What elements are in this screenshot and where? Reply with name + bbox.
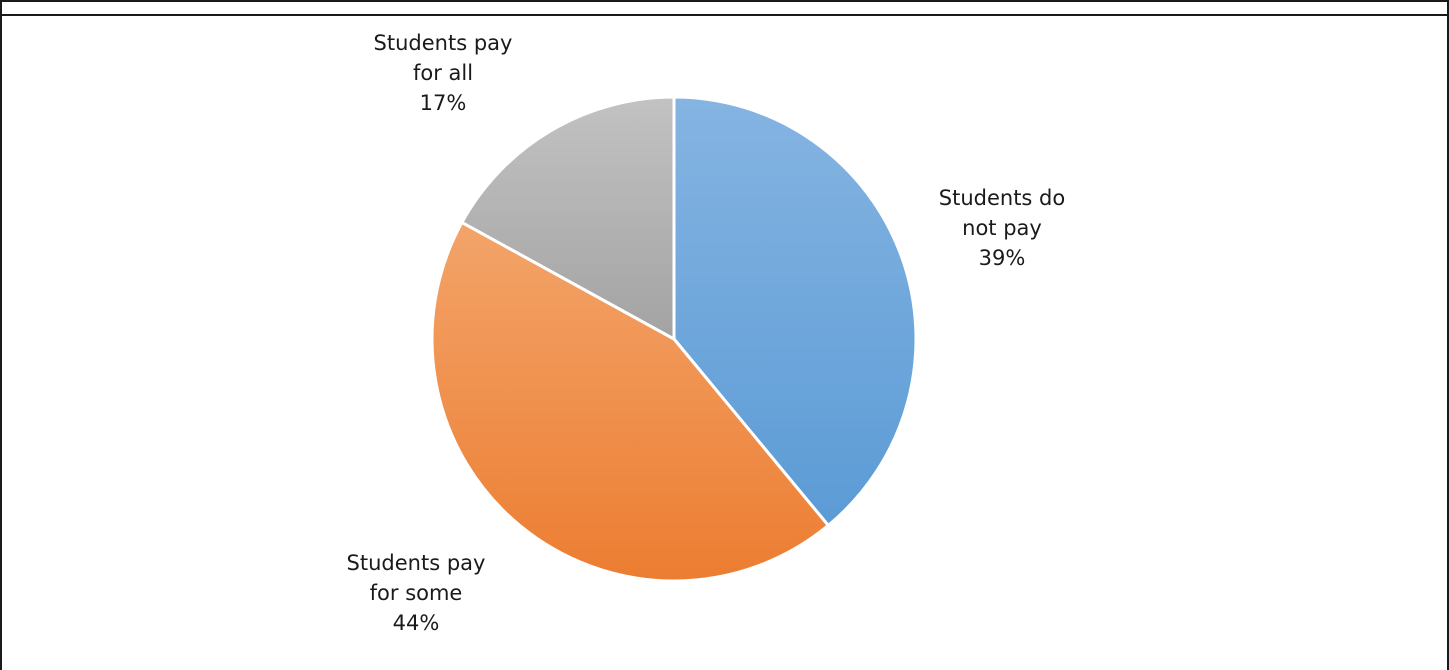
slice-label-line: Students pay [347, 551, 486, 575]
pie-slice-2 [460, 95, 676, 341]
caption-divider [0, 14, 1449, 16]
pie-slice-1 [430, 220, 830, 583]
slice-label-2: Students pay for all 17% [374, 31, 513, 115]
slice-label-1: Students pay for some 44% [347, 551, 486, 635]
slice-label-line: Students do [939, 186, 1065, 210]
slice-percent: 39% [979, 246, 1026, 270]
slice-label-line: not pay [962, 216, 1042, 240]
slice-percent: 44% [393, 611, 440, 635]
slice-label-line: for all [413, 61, 473, 85]
slice-label-line: for some [370, 581, 463, 605]
slice-label-line: Students pay [374, 31, 513, 55]
slice-percent: 17% [420, 91, 467, 115]
slice-label-0: Students do not pay 39% [939, 186, 1065, 270]
pie-slice-0 [672, 95, 918, 527]
